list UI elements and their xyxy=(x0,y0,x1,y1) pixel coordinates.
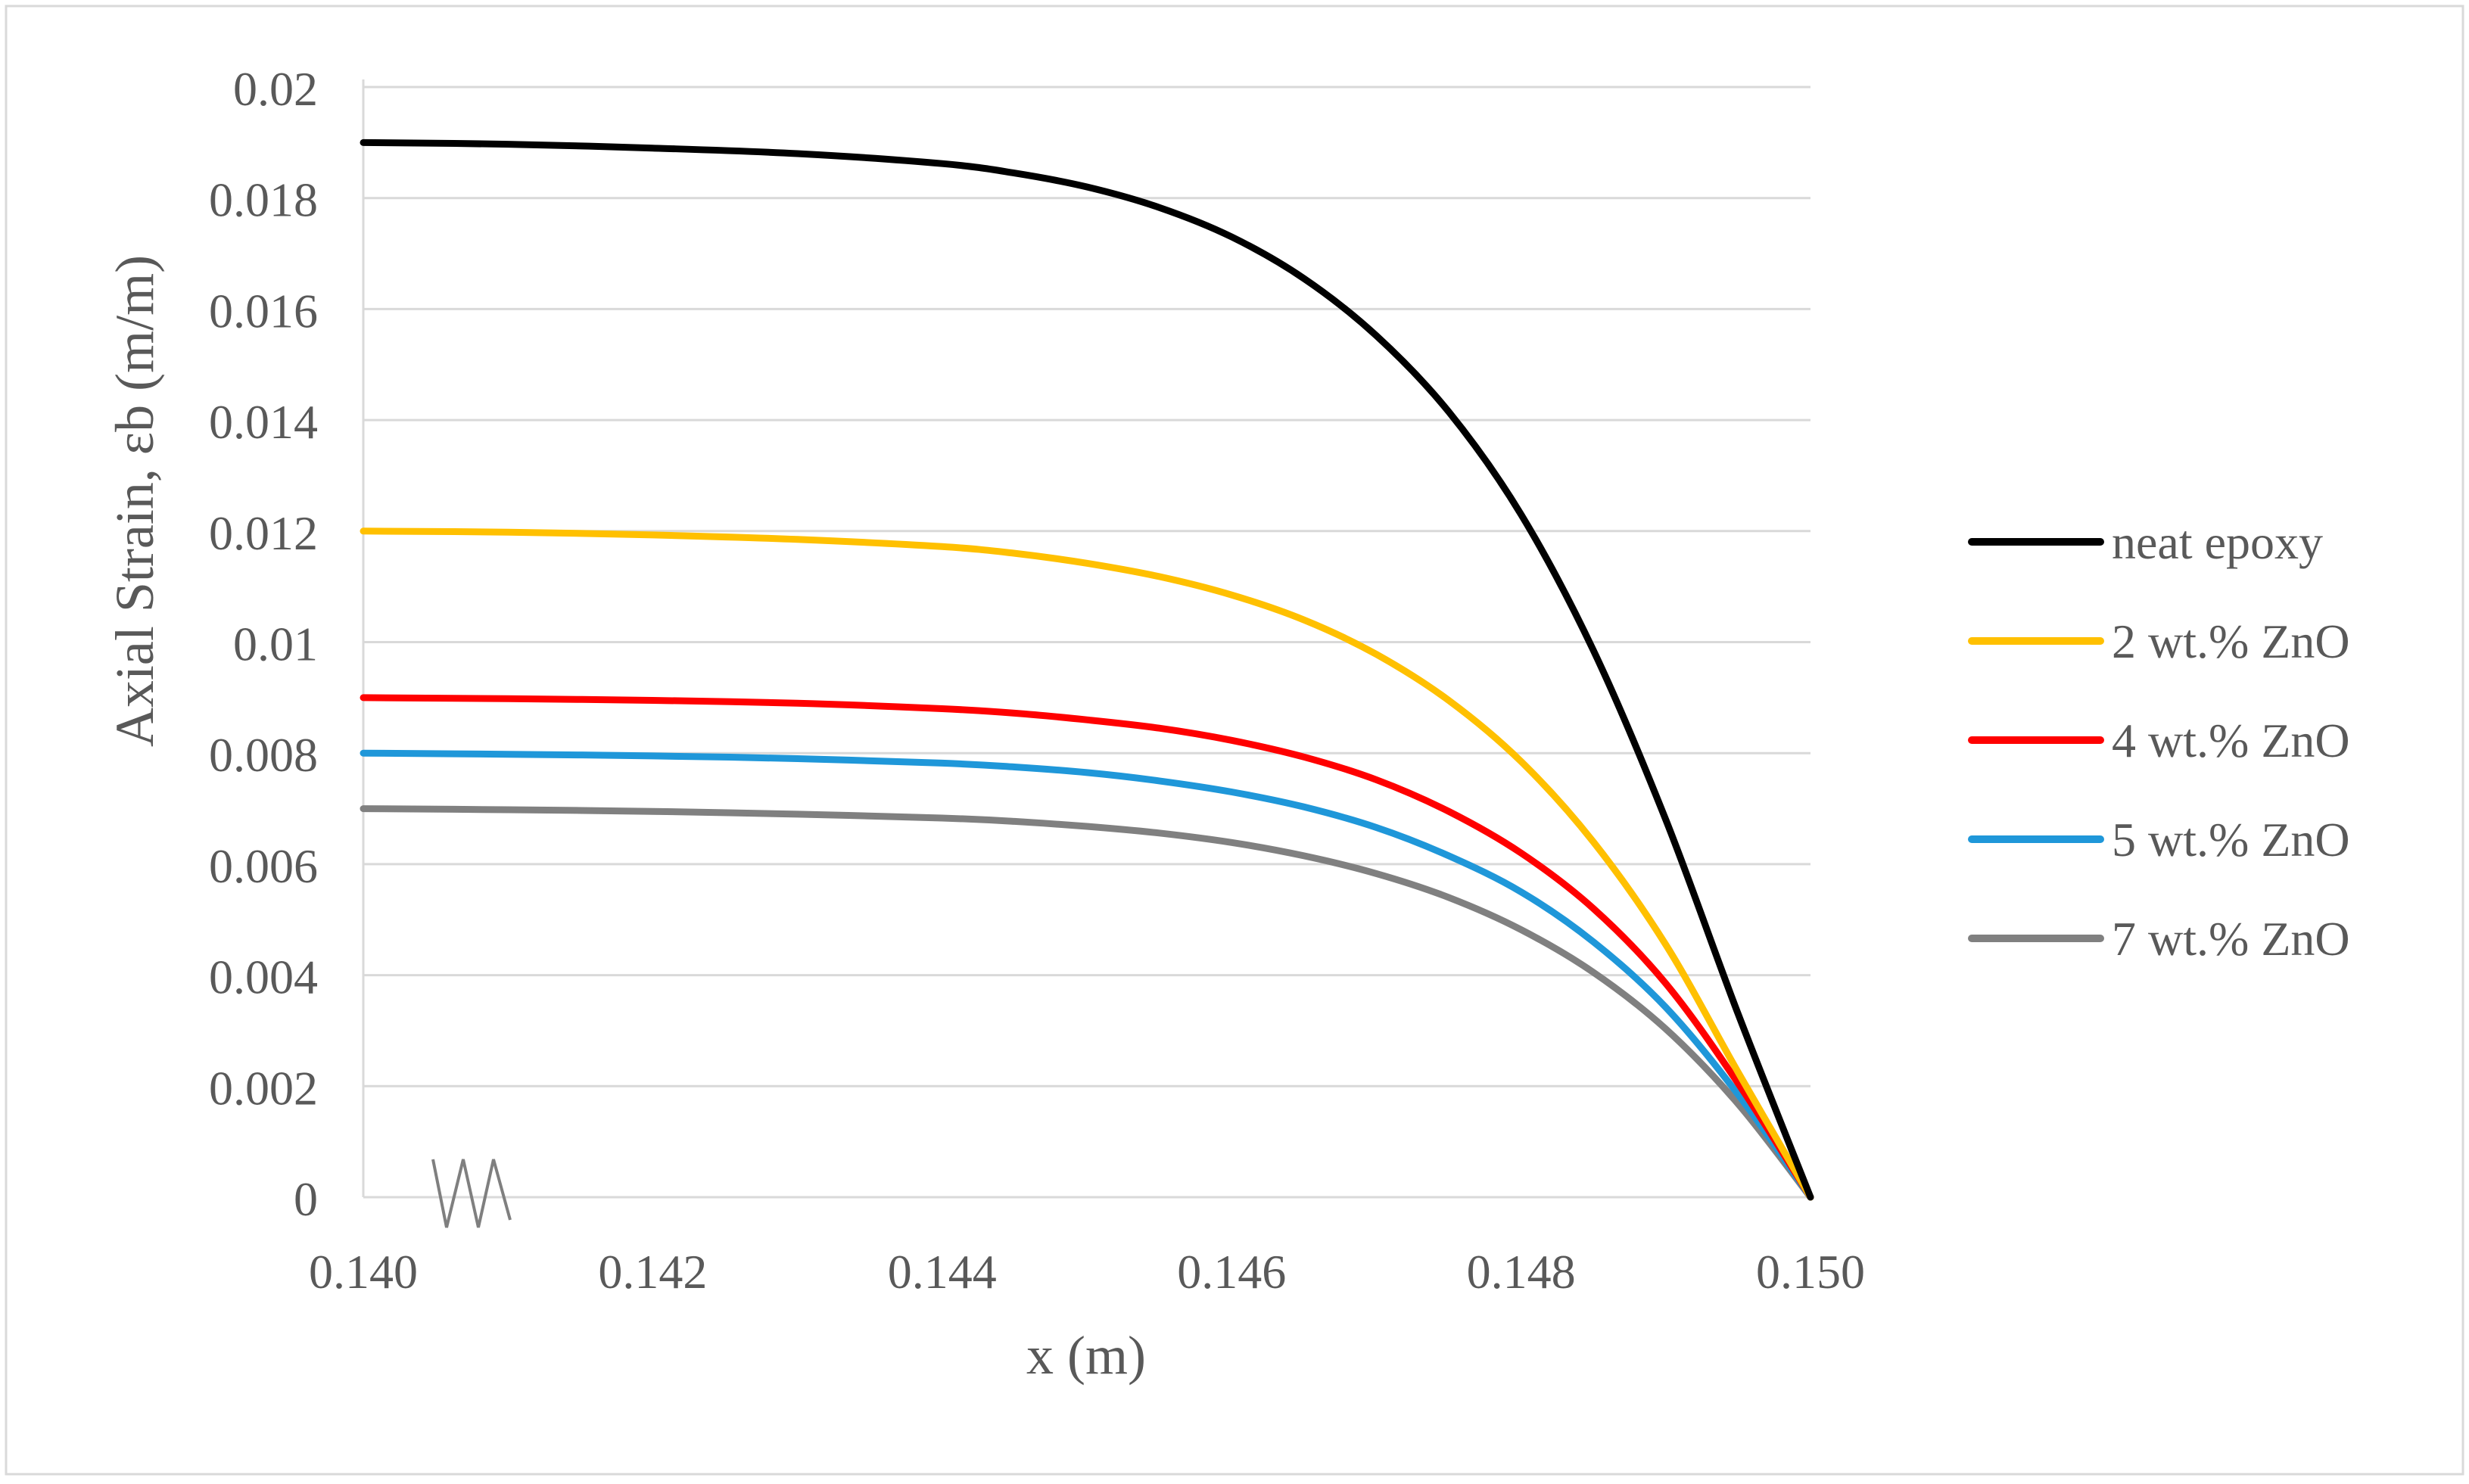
series-line-2-wt-zno xyxy=(360,527,1814,1201)
gridlines xyxy=(363,86,1810,1087)
y-tick-label: 0 xyxy=(294,1172,318,1226)
legend-label: 4 wt.% ZnO xyxy=(2112,714,2350,767)
series-layer xyxy=(360,138,1814,1201)
y-tick-label: 0.006 xyxy=(209,839,318,893)
axes xyxy=(362,79,1810,1199)
legend-label: 5 wt.% ZnO xyxy=(2112,813,2350,866)
y-tick-label: 0.014 xyxy=(209,395,318,449)
y-tick-label: 0.008 xyxy=(209,728,318,782)
y-tick-label: 0.004 xyxy=(209,950,318,1004)
y-axis-label: Axial Strain, εb (m/m) xyxy=(104,255,165,747)
y-tick-label: 0.012 xyxy=(209,506,318,560)
legend: neat epoxy 2 wt.% ZnO 4 wt.% ZnO 5 wt.% ZnO… xyxy=(1968,515,2350,966)
y-tick-labels: 0 0.002 0.004 0.006 0.008 0.01 0.012 0.014 0.016… xyxy=(209,62,318,1226)
x-tick-labels: 0.140 0.142 0.144 0.146 0.148 0.150 xyxy=(309,1245,1865,1299)
x-tick-label: 0.144 xyxy=(888,1245,997,1299)
x-tick-label: 0.140 xyxy=(309,1245,418,1299)
x-tick-label: 0.142 xyxy=(598,1245,707,1299)
y-tick-label: 0.002 xyxy=(209,1061,318,1115)
legend-label: 7 wt.% ZnO xyxy=(2112,912,2350,966)
series-line-neat-epoxy xyxy=(360,138,1814,1201)
legend-label: 2 wt.% ZnO xyxy=(2112,614,2350,668)
y-tick-label: 0.018 xyxy=(209,173,318,227)
y-tick-label: 0.02 xyxy=(233,62,318,116)
series-line-4-wt-zno xyxy=(360,694,1814,1201)
y-tick-label: 0.016 xyxy=(209,284,318,338)
x-tick-label: 0.150 xyxy=(1756,1245,1865,1299)
y-tick-label: 0.01 xyxy=(233,618,318,671)
series-line-5-wt-zno xyxy=(360,749,1814,1201)
x-tick-label: 0.146 xyxy=(1177,1245,1286,1299)
axis-break-zigzag xyxy=(431,1159,512,1228)
x-axis-label: x (m) xyxy=(1026,1325,1146,1386)
x-tick-label: 0.148 xyxy=(1467,1245,1576,1299)
axis-break-icon xyxy=(431,1159,512,1228)
legend-label: neat epoxy xyxy=(2112,515,2323,569)
series-line-7-wt-zno xyxy=(360,805,1814,1201)
